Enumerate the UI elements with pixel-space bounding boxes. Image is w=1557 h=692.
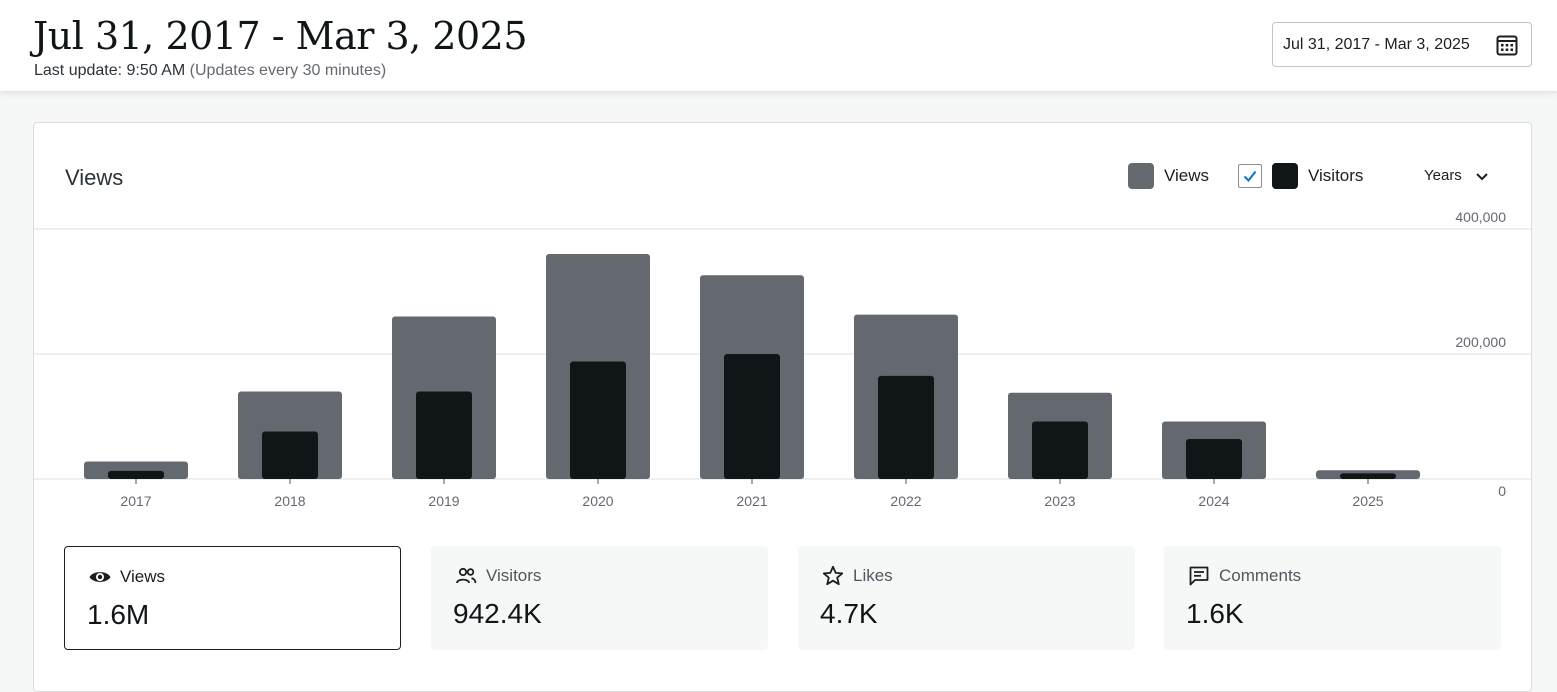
eye-icon <box>89 572 111 582</box>
chart-title: Views <box>65 165 124 190</box>
page-title: Jul 31, 2017 - Mar 3, 2025 <box>33 14 528 58</box>
stat-label: Likes <box>853 566 893 585</box>
date-range-picker[interactable]: Jul 31, 2017 - Mar 3, 2025 <box>1272 22 1532 67</box>
bar-visitors <box>1186 439 1242 479</box>
bar-visitors <box>724 354 780 479</box>
y-tick-label: 400,000 <box>1455 209 1506 225</box>
stat-label: Visitors <box>486 566 542 585</box>
last-update-text: Last update: 9:50 AM (Updates every 30 m… <box>34 62 386 80</box>
legend-views-swatch <box>1128 163 1154 189</box>
stat-value: 1.6M <box>87 599 150 630</box>
legend-views-label: Views <box>1164 166 1210 185</box>
period-select-value: Years <box>1424 167 1462 184</box>
legend-visitors: Visitors <box>1238 163 1363 189</box>
stat-card-likes[interactable]: Likes 4.7K <box>798 546 1135 650</box>
stat-card-visitors[interactable]: Visitors 942.4K <box>431 546 768 650</box>
x-tick-label: 2017 <box>120 493 151 509</box>
page-header: Jul 31, 2017 - Mar 3, 2025 Last update: … <box>0 0 1557 91</box>
bar-visitors <box>878 375 934 479</box>
chevron-down-icon <box>1476 172 1488 180</box>
bar-visitors <box>570 361 626 479</box>
legend-views: Views <box>1128 163 1209 189</box>
stat-label: Views <box>120 567 166 586</box>
stat-value: 942.4K <box>453 598 542 629</box>
bar-visitors <box>1340 473 1396 479</box>
bar-visitors <box>262 431 318 479</box>
views-chart-card: Views Views Visitors Years 0 200,000 400,0… <box>33 122 1532 692</box>
bar-visitors <box>108 470 164 479</box>
x-tick-label: 2020 <box>582 493 613 509</box>
stat-value: 1.6K <box>1186 598 1244 629</box>
x-tick-label: 2022 <box>890 493 921 509</box>
x-tick-label: 2018 <box>274 493 305 509</box>
x-tick-label: 2019 <box>428 493 459 509</box>
stat-card-views[interactable]: Views 1.6M <box>64 546 401 650</box>
calendar-icon <box>1496 35 1518 56</box>
x-tick-label: 2025 <box>1352 493 1383 509</box>
visitors-checkbox[interactable] <box>1238 164 1262 188</box>
views-bar-chart: 0 200,000 400,000 2017 2018 2019 2020 2021 2022 2… <box>34 209 1531 509</box>
people-icon <box>456 567 477 584</box>
stat-card-comments[interactable]: Comments 1.6K <box>1164 546 1501 650</box>
date-range-label: Jul 31, 2017 - Mar 3, 2025 <box>1283 35 1470 53</box>
last-update-label: Last update: 9:50 AM <box>34 62 186 79</box>
comment-icon <box>1189 566 1209 586</box>
bar-visitors <box>1032 421 1088 479</box>
y-tick-label: 0 <box>1498 483 1506 499</box>
x-tick-label: 2021 <box>736 493 767 509</box>
update-interval-note: (Updates every 30 minutes) <box>189 62 387 79</box>
star-icon <box>822 565 844 586</box>
checkmark-icon <box>1243 170 1257 183</box>
legend-visitors-label: Visitors <box>1308 166 1364 185</box>
bar-visitors <box>416 391 472 479</box>
x-tick-label: 2023 <box>1044 493 1075 509</box>
x-tick-label: 2024 <box>1198 493 1229 509</box>
y-tick-label: 200,000 <box>1455 334 1506 350</box>
period-select[interactable]: Years <box>1424 167 1490 184</box>
legend-visitors-swatch <box>1272 163 1298 189</box>
stat-value: 4.7K <box>820 598 878 629</box>
stat-label: Comments <box>1219 566 1302 585</box>
